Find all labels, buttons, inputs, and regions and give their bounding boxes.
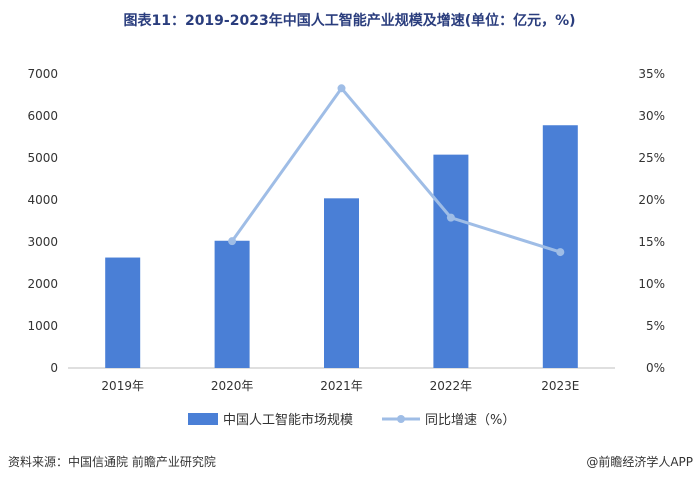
y2-tick-label: 35% (638, 67, 665, 81)
bars-layer (105, 125, 578, 369)
y2-tick-label: 30% (638, 109, 665, 123)
legend-bar-label: 中国人工智能市场规模 (223, 412, 353, 428)
y2-tick-label: 10% (638, 277, 665, 291)
bar (433, 154, 469, 368)
legend-line-marker (397, 415, 405, 423)
bar (542, 125, 578, 369)
legend-bar-swatch (188, 413, 218, 425)
y2-tick-label: 15% (638, 235, 665, 249)
y2-tick-label: 0% (646, 361, 665, 375)
y-tick-label: 4000 (27, 193, 58, 207)
y-tick-label: 1000 (27, 319, 58, 333)
growth-point (446, 213, 455, 222)
y-tick-label: 5000 (27, 151, 58, 165)
source-note: 资料来源：中国信通院 前瞻产业研究院 (8, 455, 216, 469)
x-tick-label: 2020年 (211, 379, 254, 393)
y-tick-label: 0 (50, 361, 58, 375)
x-tick-label: 2019年 (101, 379, 144, 393)
axes-layer: 0 1000 2000 3000 4000 5000 6000 7000 0% 5% 10% 15% 2… (27, 67, 665, 393)
y-tick-label: 3000 (27, 235, 58, 249)
chart-title: 图表11：2019-2023年中国人工智能产业规模及增速(单位：亿元，%) (123, 13, 576, 29)
x-tick-label: 2021年 (320, 379, 363, 393)
bar (214, 240, 250, 368)
legend-line-label: 同比增速（%） (425, 413, 515, 428)
legend: 中国人工智能市场规模 同比增速（%） (188, 412, 515, 428)
line-layer (228, 84, 565, 257)
y-tick-label: 7000 (27, 67, 58, 81)
bar (105, 257, 141, 368)
growth-point (337, 84, 346, 93)
y-tick-label: 6000 (27, 109, 58, 123)
growth-point (556, 248, 565, 257)
x-tick-label: 2023E (541, 379, 579, 393)
x-tick-label: 2022年 (430, 379, 473, 393)
growth-point (228, 237, 237, 246)
y-tick-label: 2000 (27, 277, 58, 291)
y2-tick-label: 25% (638, 151, 665, 165)
y2-tick-label: 5% (646, 319, 665, 333)
y2-tick-label: 20% (638, 193, 665, 207)
brand-credit: @前瞻经济学人APP (586, 455, 693, 469)
bar (324, 198, 359, 368)
growth-line (230, 85, 561, 254)
